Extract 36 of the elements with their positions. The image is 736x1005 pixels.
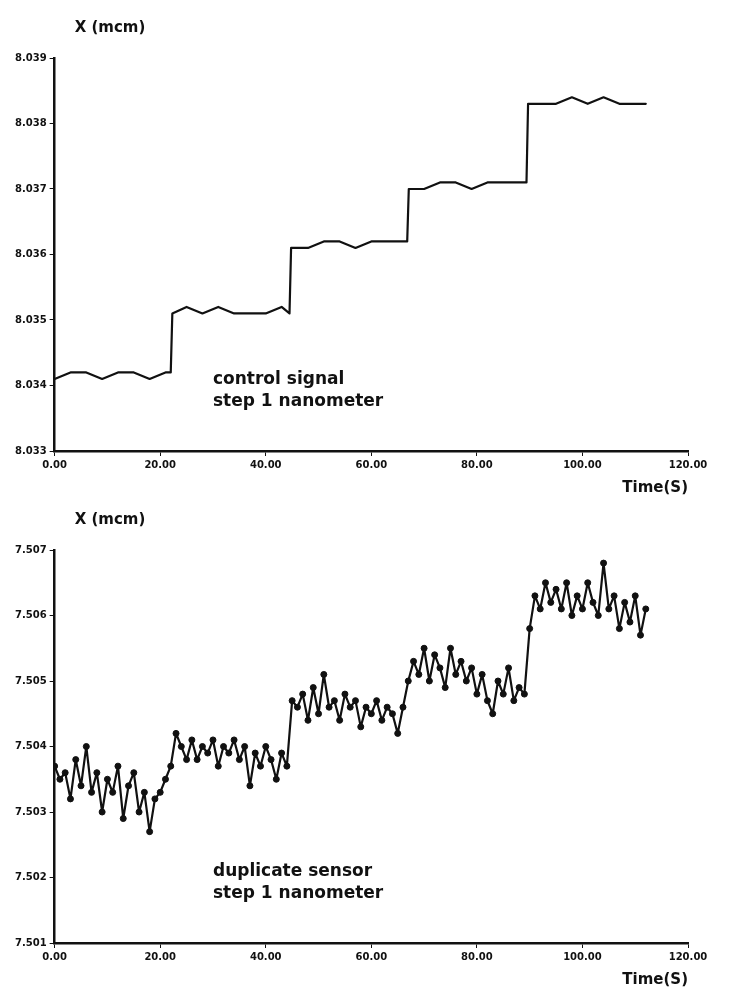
- y-tick-label: 8.033: [14, 444, 47, 456]
- x-tick-label: 60.00: [355, 458, 388, 470]
- x-tick-label: 40.00: [249, 950, 282, 962]
- annotation: step 1 nanometer: [212, 389, 384, 410]
- x-tick-label: 80.00: [461, 458, 493, 470]
- y-tick-label: 8.037: [14, 182, 47, 194]
- y-tick-label: 7.503: [14, 805, 47, 817]
- x-tick-label: 20.00: [144, 950, 177, 962]
- x-tick-label: 120.00: [668, 950, 708, 962]
- y-tick-label: 7.501: [14, 936, 47, 948]
- annotation: control signal: [212, 367, 345, 388]
- x-tick-label: 40.00: [249, 458, 282, 470]
- y-tick-label: 8.038: [14, 117, 47, 129]
- y-tick-label: 8.036: [14, 248, 47, 260]
- x-tick-label: 60.00: [355, 950, 388, 962]
- y-tick-label: 7.506: [14, 609, 47, 621]
- annotation: step 1 nanometer: [212, 881, 384, 902]
- x-tick-label: 120.00: [668, 458, 708, 470]
- x-tick-label: 100.00: [563, 950, 602, 962]
- x-tick-label: 80.00: [461, 950, 493, 962]
- x-axis-title: Time(S): [622, 970, 688, 989]
- y-tick-label: 7.505: [14, 674, 47, 686]
- x-tick-label: 100.00: [563, 458, 602, 470]
- x-tick-label: 0.00: [42, 458, 67, 470]
- x-tick-label: 20.00: [144, 458, 177, 470]
- y-tick-label: 7.504: [14, 740, 47, 752]
- y-axis-title: X (mcm): [74, 18, 146, 37]
- x-tick-label: 0.00: [42, 950, 67, 962]
- y-tick-label: 8.039: [14, 51, 47, 63]
- y-tick-label: 8.035: [14, 313, 47, 325]
- annotation: duplicate sensor: [212, 859, 373, 880]
- y-tick-label: 7.502: [14, 871, 47, 883]
- x-axis-title: Time(S): [622, 478, 688, 497]
- y-tick-label: 7.507: [14, 543, 47, 555]
- y-tick-label: 8.034: [14, 379, 47, 391]
- y-axis-title: X (mcm): [74, 510, 146, 529]
